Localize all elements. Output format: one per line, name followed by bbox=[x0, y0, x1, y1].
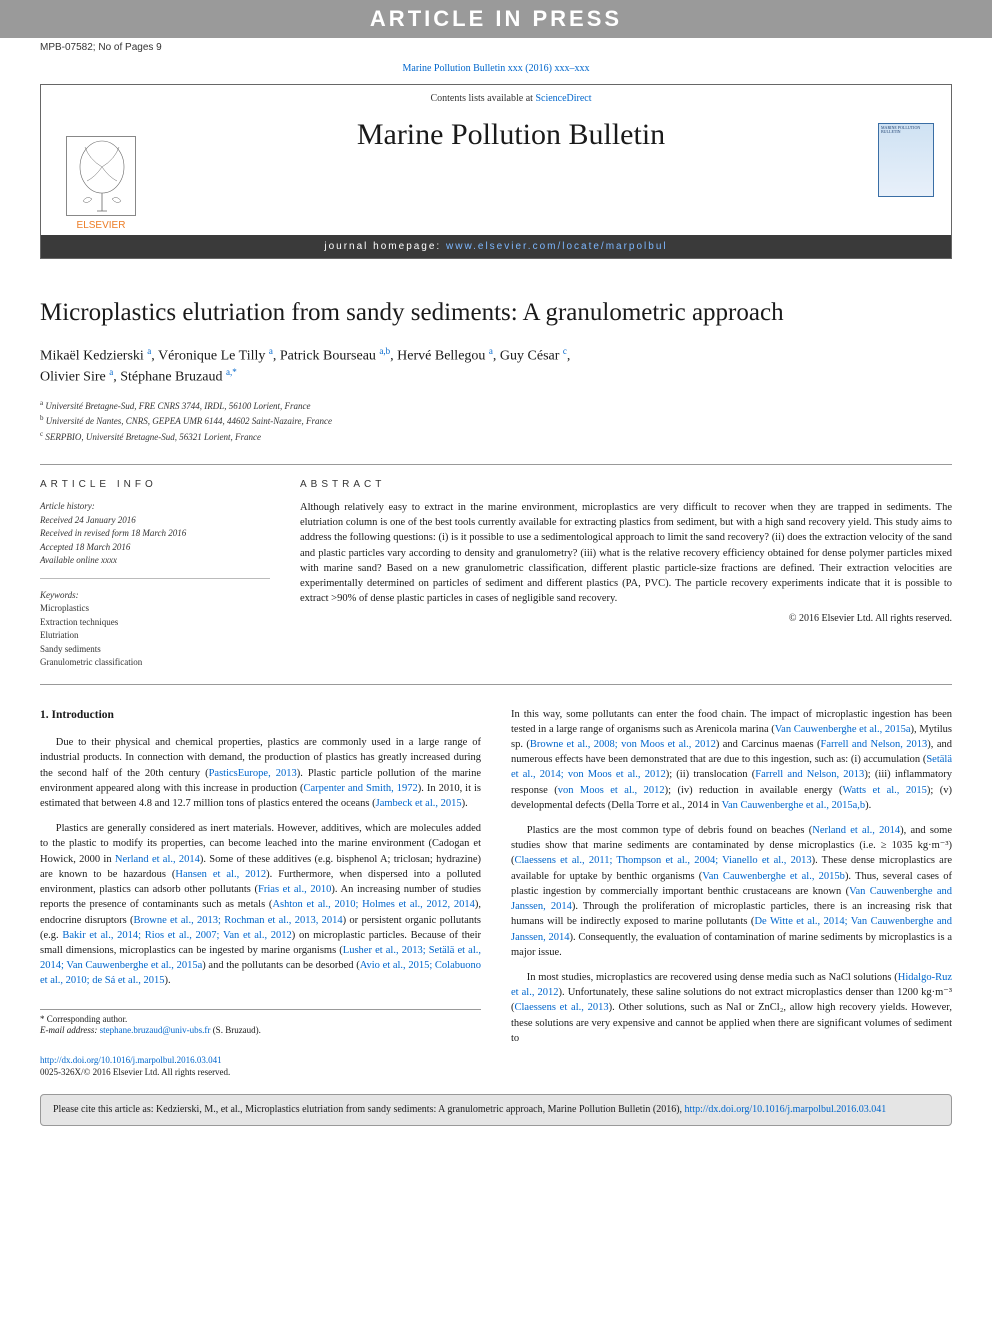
abstract-column: abstract Although relatively easy to ext… bbox=[300, 479, 952, 670]
elsevier-tree-icon bbox=[66, 136, 136, 216]
article-in-press-banner: ARTICLE IN PRESS bbox=[0, 0, 992, 38]
ref-link[interactable]: Watts et al., 2015 bbox=[842, 785, 926, 796]
masthead-center: Contents lists available at ScienceDirec… bbox=[161, 85, 861, 235]
masthead: ELSEVIER Contents lists available at Sci… bbox=[40, 84, 952, 259]
ref-link[interactable]: Bakir et al., 2014; Rios et al., 2007; V… bbox=[62, 930, 291, 941]
aff-sup-astar[interactable]: a,* bbox=[226, 367, 237, 377]
ref-link[interactable]: PasticsEurope, 2013 bbox=[209, 768, 297, 779]
para-2: Plastics are generally considered as ine… bbox=[40, 821, 481, 988]
cite-box: Please cite this article as: Kedzierski,… bbox=[40, 1094, 952, 1126]
article-id-pages: MPB-07582; No of Pages 9 bbox=[0, 38, 992, 57]
para-3: In this way, some pollutants can enter t… bbox=[511, 707, 952, 814]
ref-link[interactable]: Nerland et al., 2014 bbox=[115, 854, 200, 865]
para-1: Due to their physical and chemical prope… bbox=[40, 735, 481, 811]
contents-list-line: Contents lists available at ScienceDirec… bbox=[161, 93, 861, 104]
ref-link[interactable]: Browne et al., 2013; Rochman et al., 201… bbox=[133, 915, 342, 926]
body-col-left: 1. Introduction Due to their physical an… bbox=[40, 707, 481, 1079]
ref-link[interactable]: Farrell and Nelson, 2013 bbox=[821, 739, 928, 750]
copyright-line: © 2016 Elsevier Ltd. All rights reserved… bbox=[300, 613, 952, 624]
journal-name: Marine Pollution Bulletin bbox=[161, 118, 861, 152]
homepage-row: journal homepage: www.elsevier.com/locat… bbox=[41, 235, 951, 258]
journal-cover: MARINE POLLUTION BULLETIN bbox=[861, 85, 951, 235]
homepage-link[interactable]: www.elsevier.com/locate/marpolbul bbox=[446, 241, 668, 252]
ref-link[interactable]: Farrell and Nelson, 2013 bbox=[755, 769, 864, 780]
journal-ref-top: Marine Pollution Bulletin xxx (2016) xxx… bbox=[0, 57, 992, 80]
corresponding-author: * Corresponding author. E-mail address: … bbox=[40, 1009, 481, 1037]
corr-email-link[interactable]: stephane.bruzaud@univ-ubs.fr bbox=[100, 1025, 211, 1035]
ref-link[interactable]: Hansen et al., 2012 bbox=[175, 869, 266, 880]
ref-link[interactable]: von Moos et al., 2012 bbox=[558, 785, 665, 796]
ref-link[interactable]: Browne et al., 2008; von Moos et al., 20… bbox=[530, 739, 716, 750]
article-info-head: article info bbox=[40, 479, 270, 490]
publisher-name: ELSEVIER bbox=[77, 220, 126, 231]
abstract-head: abstract bbox=[300, 479, 952, 490]
intro-heading: 1. Introduction bbox=[40, 707, 481, 724]
affiliations: a Université Bretagne-Sud, FRE CNRS 3744… bbox=[40, 398, 952, 445]
ref-link[interactable]: Van Cauwenberghe et al., 2015b bbox=[702, 871, 845, 882]
para-4: Plastics are the most common type of deb… bbox=[511, 823, 952, 960]
ref-link[interactable]: Frias et al., 2010 bbox=[258, 884, 331, 895]
ref-link[interactable]: Van Cauwenberghe et al., 2015a bbox=[775, 724, 911, 735]
ref-link[interactable]: Carpenter and Smith, 1972 bbox=[304, 783, 418, 794]
doi-block: http://dx.doi.org/10.1016/j.marpolbul.20… bbox=[40, 1055, 481, 1078]
article-info-column: article info Article history: Received 2… bbox=[40, 479, 270, 670]
para-5: In most studies, microplastics are recov… bbox=[511, 970, 952, 1046]
aff-sup-ab[interactable]: a,b bbox=[379, 346, 390, 356]
authors: Mikaël Kedzierski a, Véronique Le Tilly … bbox=[40, 345, 952, 388]
journal-ref-link[interactable]: Marine Pollution Bulletin xxx (2016) xxx… bbox=[403, 63, 590, 74]
cite-doi-link[interactable]: http://dx.doi.org/10.1016/j.marpolbul.20… bbox=[685, 1104, 887, 1115]
ref-link[interactable]: Claessens et al., 2011; Thompson et al.,… bbox=[515, 855, 812, 866]
ref-link[interactable]: Claessens et al., 2013 bbox=[515, 1002, 609, 1013]
article-title: Microplastics elutriation from sandy sed… bbox=[40, 299, 952, 327]
ref-link[interactable]: Jambeck et al., 2015 bbox=[376, 798, 462, 809]
keywords: Keywords: Microplastics Extraction techn… bbox=[40, 589, 270, 670]
body-col-right: In this way, some pollutants can enter t… bbox=[511, 707, 952, 1079]
sciencedirect-link[interactable]: ScienceDirect bbox=[535, 93, 591, 104]
doi-link[interactable]: http://dx.doi.org/10.1016/j.marpolbul.20… bbox=[40, 1055, 222, 1065]
ref-link[interactable]: Nerland et al., 2014 bbox=[812, 825, 900, 836]
ref-link[interactable]: Van Cauwenberghe et al., 2015a,b bbox=[722, 800, 866, 811]
publisher-logo-block: ELSEVIER bbox=[41, 85, 161, 235]
journal-cover-thumb: MARINE POLLUTION BULLETIN bbox=[878, 123, 934, 197]
article-history: Article history: Received 24 January 201… bbox=[40, 500, 270, 579]
abstract-text: Although relatively easy to extract in t… bbox=[300, 500, 952, 607]
ref-link[interactable]: Ashton et al., 2010; Holmes et al., 2012… bbox=[272, 899, 474, 910]
